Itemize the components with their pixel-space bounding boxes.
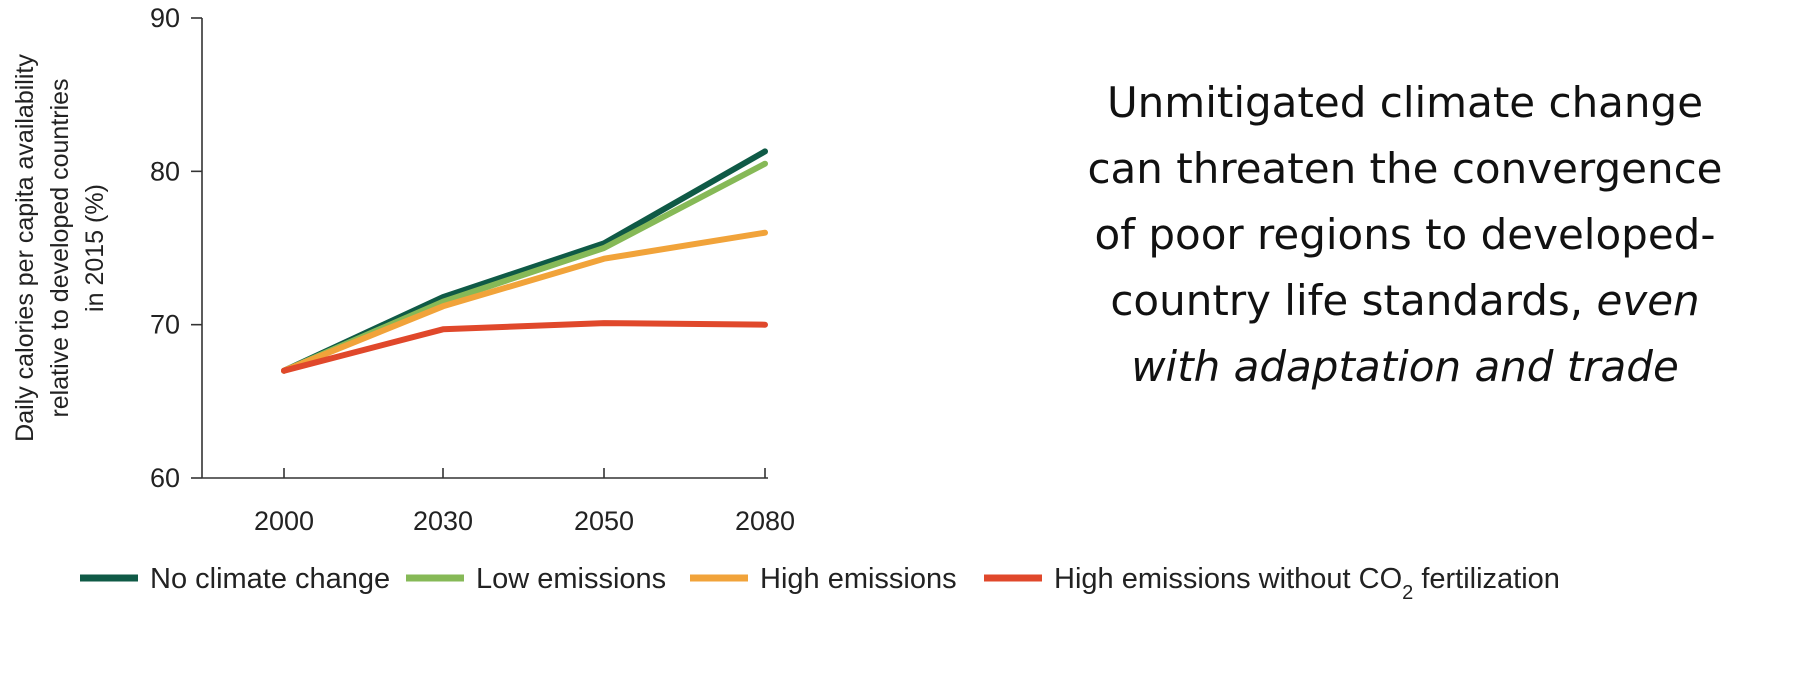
series-line [281, 320, 768, 374]
x-tick-label: 2030 [413, 506, 473, 536]
annotation-line-2: can threaten the convergence [1087, 144, 1723, 193]
annotation-text: Unmitigated climate change can threaten … [990, 70, 1818, 400]
annotation-line-4: country life standards, even [990, 268, 1818, 334]
y-axis-label-line: relative to developed countries [46, 78, 74, 417]
legend-subscript: 2 [1402, 582, 1413, 604]
annotation-line-5: with adaptation and trade [1131, 342, 1679, 391]
legend-label: Low emissions [476, 563, 666, 595]
annotation-line-4-italic: even [1596, 276, 1700, 325]
y-tick-label: 70 [150, 310, 180, 340]
y-tick-label: 90 [150, 3, 180, 33]
annotation-line-1: Unmitigated climate change [1106, 78, 1704, 127]
x-tick-label: 2050 [574, 506, 634, 536]
series-line [281, 229, 768, 374]
legend-label: High emissions [760, 563, 957, 595]
y-axis-label-line: Daily calories per capita availability [11, 54, 39, 442]
legend-label: High emissions without CO2 fertilization [1054, 563, 1560, 604]
y-axis-label-line: in 2015 (%) [81, 184, 109, 312]
x-tick-label: 2080 [735, 506, 795, 536]
annotation-line-3: of poor regions to developed- [1094, 210, 1716, 259]
x-tick-label: 2000 [254, 506, 314, 536]
legend-label: No climate change [150, 563, 390, 595]
annotation-line-4-plain: country life standards, [1110, 276, 1597, 325]
y-tick-label: 80 [150, 156, 180, 186]
y-tick-label: 60 [150, 463, 180, 493]
